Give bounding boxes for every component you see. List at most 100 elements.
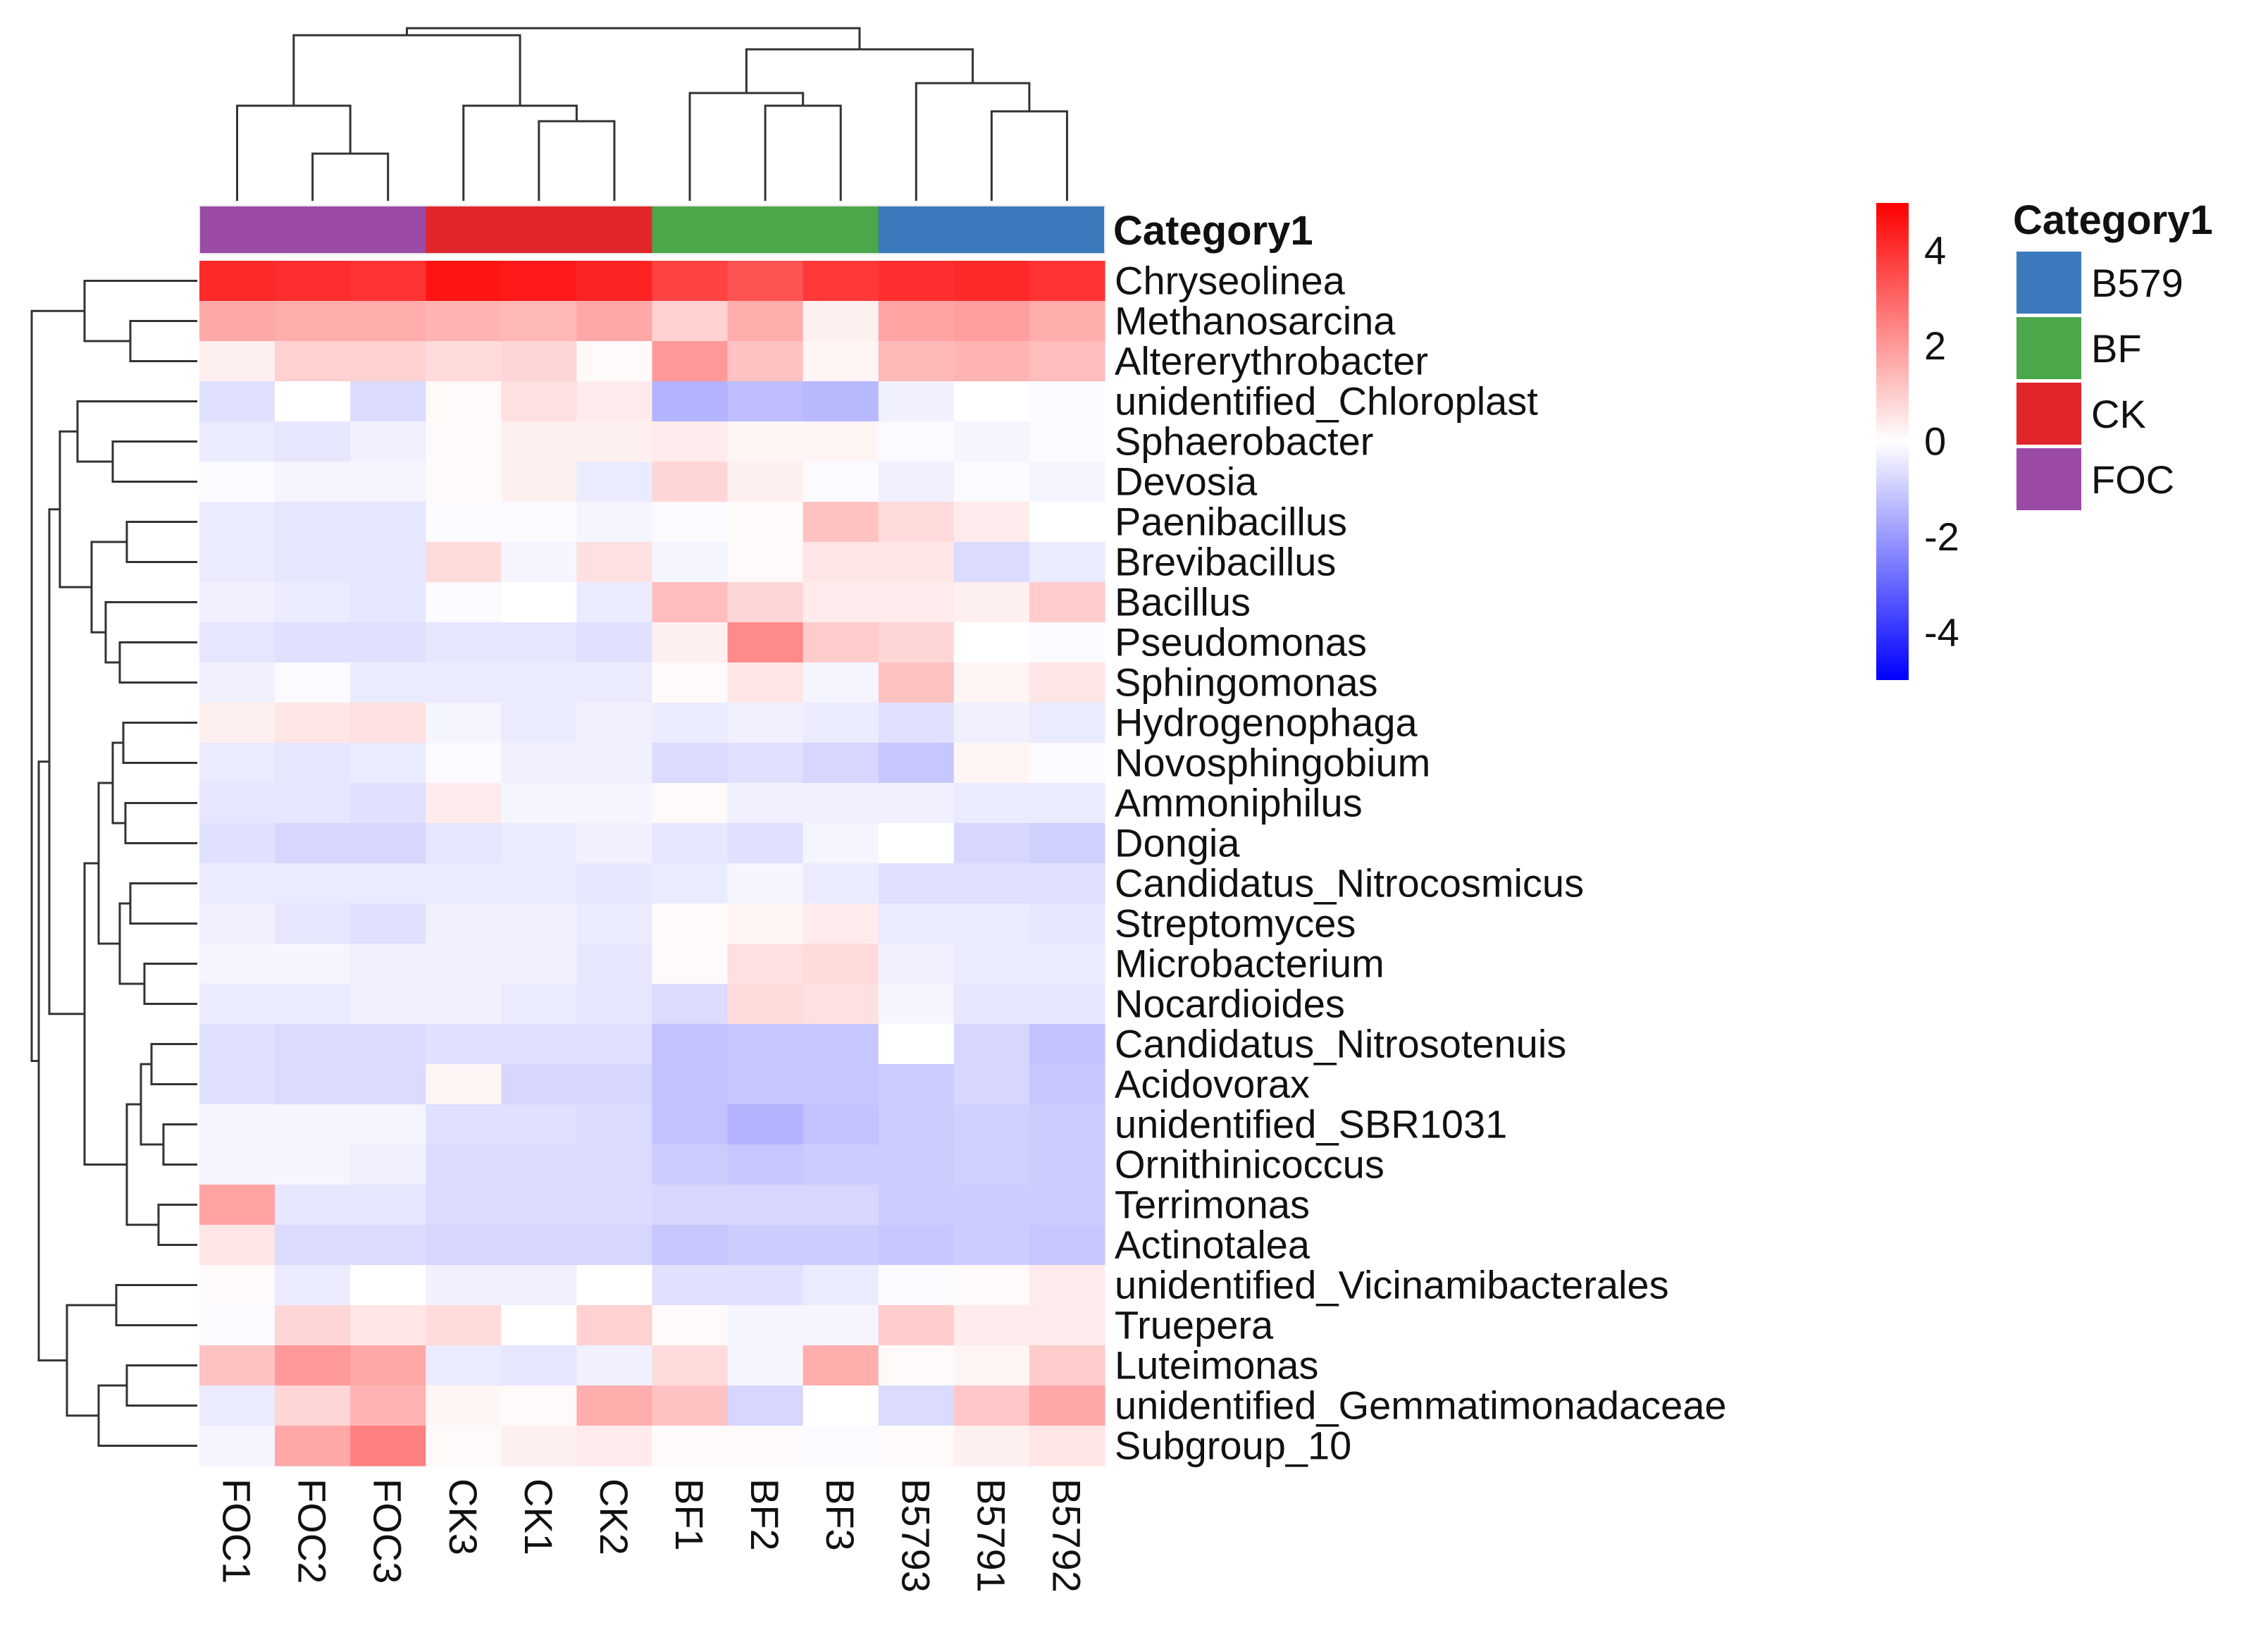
heatmap-cell xyxy=(501,462,578,502)
legend-label: B579 xyxy=(2091,261,2183,305)
heatmap-cell xyxy=(501,703,578,743)
heatmap-cell xyxy=(878,1265,955,1306)
heatmap-cell xyxy=(426,662,502,703)
heatmap-cell xyxy=(652,1144,729,1185)
dendrogram-branch xyxy=(76,400,197,463)
heatmap-cell xyxy=(275,1104,351,1145)
row-label: Brevibacillus xyxy=(1115,540,1336,584)
heatmap-cell xyxy=(652,381,729,422)
heatmap-cell xyxy=(199,1385,275,1426)
heatmap-cell xyxy=(275,301,351,342)
heatmap-cell xyxy=(501,502,578,543)
legend-title: Category1 xyxy=(2013,197,2213,243)
heatmap-cell xyxy=(576,1064,653,1105)
heatmap-cell xyxy=(1029,1426,1105,1467)
dendrogram-branch xyxy=(118,902,144,985)
heatmap-cell xyxy=(1029,502,1105,543)
column-label: CK3 xyxy=(441,1479,485,1555)
row-label: unidentified_SBR1031 xyxy=(1115,1102,1507,1147)
category-annotation-cell xyxy=(199,206,275,254)
dendrogram-branch xyxy=(915,82,1031,201)
heatmap-cell xyxy=(878,863,955,904)
heatmap-cell xyxy=(953,984,1030,1025)
heatmap-cell xyxy=(275,462,351,502)
category-annotation-bar xyxy=(199,205,1105,254)
heatmap-cell xyxy=(878,1385,955,1426)
heatmap-cell xyxy=(727,462,804,502)
heatmap-cell xyxy=(199,903,275,944)
heatmap-cell xyxy=(727,1385,804,1426)
heatmap-cell xyxy=(652,301,729,342)
dendrogram-branch xyxy=(58,430,92,588)
heatmap-cell xyxy=(350,622,426,663)
heatmap-cell xyxy=(199,381,275,422)
heatmap-cell xyxy=(727,944,804,984)
row-label: Pseudomonas xyxy=(1115,620,1367,665)
heatmap-cell xyxy=(501,743,578,784)
heatmap-cell xyxy=(501,1185,578,1226)
heatmap-cell xyxy=(501,823,578,864)
heatmap-cell xyxy=(199,823,275,864)
heatmap-cell xyxy=(426,542,502,583)
heatmap-cell xyxy=(727,421,804,462)
heatmap-cell xyxy=(652,1305,729,1346)
heatmap-cell xyxy=(652,662,729,703)
heatmap-cell xyxy=(727,823,804,864)
dendrogram-branch xyxy=(124,802,197,844)
dendrogram-branch xyxy=(129,882,197,925)
category-annotation-cell xyxy=(275,206,351,254)
category-annotation-cell xyxy=(652,206,729,254)
heatmap-cell xyxy=(275,542,351,583)
category-annotation-cell xyxy=(1029,206,1105,254)
heatmap-cell xyxy=(350,1064,426,1105)
heatmap-cell xyxy=(953,1185,1030,1226)
heatmap-cell xyxy=(501,944,578,984)
dendrogram-branch xyxy=(90,541,127,634)
dendrogram-branch xyxy=(162,1123,197,1166)
heatmap-cell xyxy=(426,1225,502,1266)
heatmap-cell xyxy=(652,1426,729,1467)
heatmap-cell xyxy=(652,462,729,502)
heatmap-cell xyxy=(803,381,879,422)
heatmap-cell xyxy=(199,301,275,342)
heatmap-cell xyxy=(199,1104,275,1145)
heatmap-cell xyxy=(426,783,502,824)
heatmap-cell xyxy=(350,1024,426,1065)
heatmap-cell xyxy=(1029,1024,1105,1065)
heatmap-cell xyxy=(727,1064,804,1105)
heatmap-cell xyxy=(501,542,578,583)
heatmap-cell xyxy=(727,1104,804,1145)
dendrogram-branch xyxy=(292,34,521,106)
heatmap-cell xyxy=(1029,1185,1105,1226)
heatmap-cell xyxy=(350,984,426,1025)
heatmap-cell xyxy=(275,341,351,382)
heatmap-cell xyxy=(652,1104,729,1145)
row-label: Sphaerobacter xyxy=(1115,419,1373,464)
dendrogram-branch xyxy=(125,1103,159,1226)
dendrogram-branch xyxy=(125,1364,197,1407)
heatmap-cell xyxy=(199,1185,275,1226)
heatmap-cell xyxy=(1029,582,1105,623)
row-label: Novosphingobium xyxy=(1115,741,1430,785)
heatmap-cell xyxy=(953,1426,1030,1467)
heatmap-cell xyxy=(953,582,1030,623)
heatmap-cell xyxy=(199,1305,275,1346)
heatmap-cell xyxy=(878,1185,955,1226)
heatmap-cell xyxy=(275,1385,351,1426)
row-label: Paenibacillus xyxy=(1115,500,1347,544)
heatmap-cell xyxy=(576,743,653,784)
heatmap-cell xyxy=(576,1345,653,1386)
heatmap-cell xyxy=(576,703,653,743)
heatmap-cell xyxy=(652,582,729,623)
heatmap-cell xyxy=(350,421,426,462)
heatmap-cell xyxy=(350,462,426,502)
heatmap-cell xyxy=(878,341,955,382)
dendrogram-branch xyxy=(157,1204,197,1246)
heatmap-cell xyxy=(803,783,879,824)
heatmap-cell xyxy=(576,1185,653,1226)
heatmap-cell xyxy=(727,984,804,1025)
heatmap-cell xyxy=(803,502,879,543)
heatmap-cell xyxy=(426,1185,502,1226)
heatmap-cell xyxy=(727,1426,804,1467)
heatmap-cell xyxy=(878,1345,955,1386)
